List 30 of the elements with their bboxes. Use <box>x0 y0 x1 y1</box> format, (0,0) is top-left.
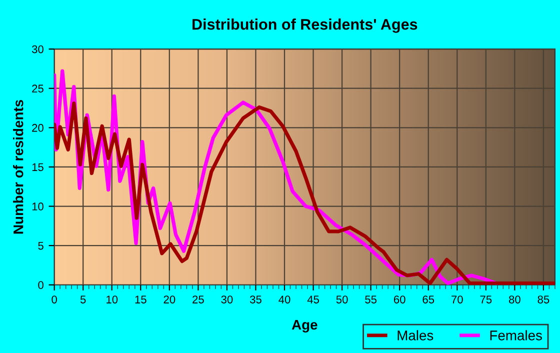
y-tick-label: 5 <box>38 242 44 250</box>
chart-title: Distribution of Residents' Ages <box>192 18 418 33</box>
x-tick-label: 85 <box>538 296 550 304</box>
y-axis-title: Number of residents <box>13 100 24 234</box>
x-tick-label: 15 <box>135 296 146 304</box>
x-tick-label: 35 <box>250 296 262 304</box>
y-tick-label: 25 <box>32 84 44 93</box>
x-tick-label: 75 <box>480 296 492 304</box>
x-tick-label: 65 <box>422 296 434 304</box>
x-tick-label: 0 <box>52 296 57 304</box>
y-tick-label: 10 <box>32 202 44 210</box>
x-tick-label: 40 <box>278 296 290 304</box>
x-tick-label: 45 <box>307 296 319 304</box>
x-tick-label: 70 <box>452 296 463 304</box>
y-tick-label: 30 <box>32 45 44 54</box>
x-tick-label: 30 <box>221 296 233 304</box>
legend-label: Females <box>490 330 542 340</box>
x-tick-label: 20 <box>164 296 176 304</box>
y-tick-label: 15 <box>32 163 44 172</box>
x-tick-label: 10 <box>106 296 118 304</box>
y-tick-label: 20 <box>32 124 44 132</box>
x-tick-label: 55 <box>365 296 377 304</box>
y-tick-label: 0 <box>38 281 44 290</box>
x-tick-label: 50 <box>336 296 348 304</box>
x-tick-label: 60 <box>394 296 406 304</box>
legend-label: Males <box>398 330 434 340</box>
x-tick-label: 80 <box>508 296 520 304</box>
x-axis-title: Age <box>292 320 318 332</box>
x-tick-label: 5 <box>80 296 86 304</box>
x-tick-label: 25 <box>192 296 204 304</box>
